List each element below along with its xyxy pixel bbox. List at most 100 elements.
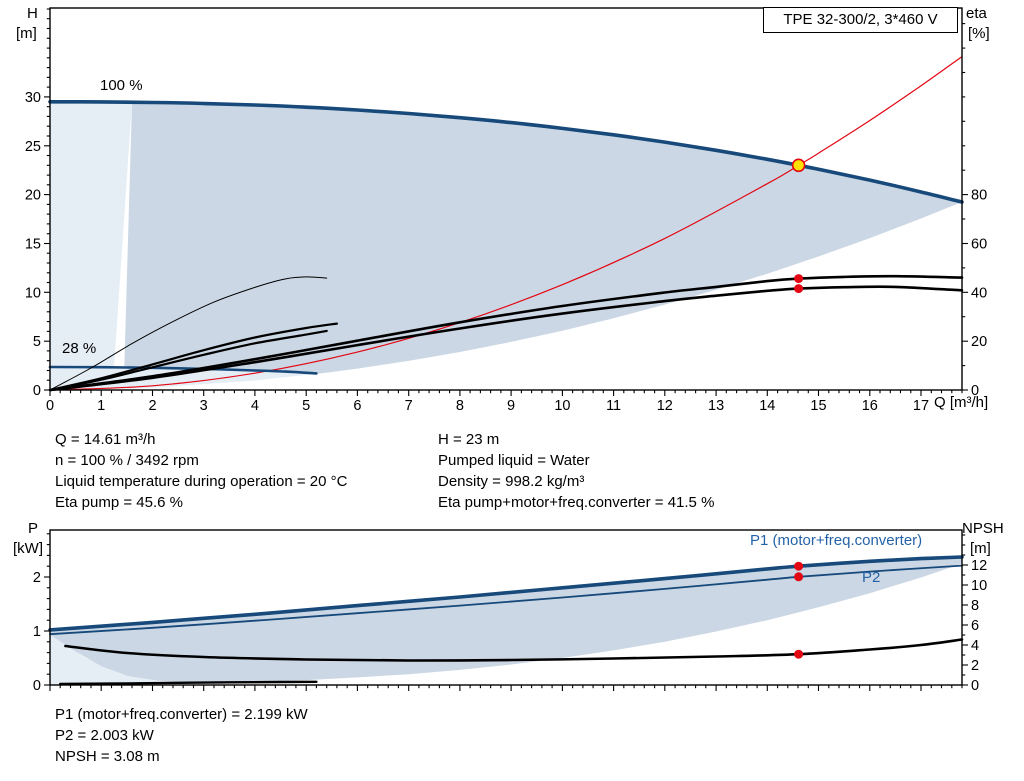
plot-frame xyxy=(49,7,963,391)
power-envelope xyxy=(50,557,962,683)
svg-text:15: 15 xyxy=(25,237,41,253)
system-curve xyxy=(49,56,963,391)
p-axis-unit: [kW] xyxy=(13,540,43,557)
svg-text:2: 2 xyxy=(971,658,979,674)
eta-axis-unit: [%] xyxy=(968,25,990,42)
plot-frame xyxy=(49,529,963,686)
svg-text:0: 0 xyxy=(971,383,979,399)
svg-text:0: 0 xyxy=(33,678,41,694)
svg-text:9: 9 xyxy=(507,398,515,414)
p2-curve xyxy=(49,564,963,636)
info-n: n = 100 % / 3492 rpm xyxy=(55,452,199,469)
speed-100-label: 100 % xyxy=(100,77,143,94)
svg-text:17: 17 xyxy=(913,398,929,414)
duty-info-left: Q = 14.61 m³/h n = 100 % / 3492 rpm Liqu… xyxy=(55,429,347,513)
info-h: H = 23 m xyxy=(438,431,500,448)
svg-text:40: 40 xyxy=(971,285,987,301)
svg-text:10: 10 xyxy=(25,285,41,301)
svg-text:2: 2 xyxy=(148,398,156,414)
p2-point xyxy=(794,572,804,582)
svg-text:5: 5 xyxy=(302,398,310,414)
info-p2: P2 = 2.003 kW xyxy=(55,727,154,744)
pump-title-box: TPE 32-300/2, 3*460 V xyxy=(763,7,958,33)
svg-text:0: 0 xyxy=(33,383,41,399)
eta-axis-name: eta xyxy=(966,5,987,22)
p-axis-name: P xyxy=(28,520,39,537)
svg-text:7: 7 xyxy=(405,398,413,414)
info-eta-total: Eta pump+motor+freq.converter = 41.5 % xyxy=(438,494,715,511)
p1-curve xyxy=(48,555,964,632)
svg-text:16: 16 xyxy=(862,398,878,414)
h-axis-name: H xyxy=(27,5,38,22)
h-axis-unit: [m] xyxy=(16,25,37,42)
eta-total-point xyxy=(794,284,804,294)
svg-text:60: 60 xyxy=(971,237,987,253)
svg-text:11: 11 xyxy=(606,398,621,414)
svg-text:0: 0 xyxy=(46,398,54,414)
speed-envelope-light-left xyxy=(50,101,132,368)
svg-text:13: 13 xyxy=(708,398,724,414)
svg-text:1: 1 xyxy=(33,624,41,640)
svg-text:0: 0 xyxy=(971,678,979,694)
tick-labels: 0 1 2 3 4 5 6 7 8 9 10 11 12 13 14 15 16 1705101520253002… xyxy=(25,90,987,414)
svg-text:15: 15 xyxy=(810,398,826,414)
svg-text:4: 4 xyxy=(251,398,259,414)
svg-text:3: 3 xyxy=(200,398,208,414)
qh-eta-chart: 0 1 2 3 4 5 6 7 8 9 10 11 12 13 14 15 16 1705101520253002… xyxy=(25,7,987,414)
svg-text:6: 6 xyxy=(971,618,979,634)
svg-text:10: 10 xyxy=(554,398,570,414)
svg-text:14: 14 xyxy=(759,398,775,414)
eta-pump-point xyxy=(794,274,804,284)
operating-envelope xyxy=(124,102,963,375)
svg-text:20: 20 xyxy=(971,334,987,350)
npsh-point xyxy=(794,649,804,659)
svg-text:25: 25 xyxy=(25,139,41,155)
svg-text:30: 30 xyxy=(25,90,41,106)
origin-region-light xyxy=(50,367,317,390)
pump-title: TPE 32-300/2, 3*460 V xyxy=(783,11,938,28)
svg-text:8: 8 xyxy=(456,398,464,414)
svg-text:4: 4 xyxy=(971,638,979,654)
npsh-axis-unit: [m] xyxy=(970,540,991,557)
p1-point xyxy=(794,561,804,571)
info-p1: P1 (motor+freq.converter) = 2.199 kW xyxy=(55,706,308,723)
info-q: Q = 14.61 m³/h xyxy=(55,431,156,448)
eta-total-curve xyxy=(48,285,964,392)
svg-text:20: 20 xyxy=(25,188,41,204)
eta-min-speed-thin xyxy=(49,276,328,391)
info-liquid: Pumped liquid = Water xyxy=(438,452,590,469)
info-eta-pump: Eta pump = 45.6 % xyxy=(55,494,183,511)
power-origin-light xyxy=(50,634,163,685)
info-npsh: NPSH = 3.08 m xyxy=(55,748,160,765)
svg-text:12: 12 xyxy=(971,558,987,574)
power-info: P1 (motor+freq.converter) = 2.199 kW P2 … xyxy=(55,704,308,767)
p-min-speed-curve xyxy=(59,680,318,686)
svg-text:80: 80 xyxy=(971,188,987,204)
svg-text:1: 1 xyxy=(97,398,105,414)
svg-text:6: 6 xyxy=(353,398,361,414)
p1-curve-label: P1 (motor+freq.converter) xyxy=(750,532,923,549)
npsh-axis-name: NPSH xyxy=(962,520,1004,537)
axis-ticks xyxy=(44,533,968,691)
info-temp: Liquid temperature during operation = 20… xyxy=(55,473,348,490)
svg-text:12: 12 xyxy=(657,398,673,414)
q-axis-label: Q [m³/h] xyxy=(934,394,989,411)
svg-text:8: 8 xyxy=(971,598,979,614)
axis-ticks xyxy=(44,8,968,396)
qh-curve-100 xyxy=(48,100,964,204)
speed-28-label: 28 % xyxy=(62,340,97,357)
duty-point xyxy=(791,158,806,173)
eta-pump-curve xyxy=(48,274,964,392)
info-density: Density = 998.2 kg/m³ xyxy=(438,473,585,490)
duty-info-right: H = 23 m Pumped liquid = Water Density =… xyxy=(438,429,714,513)
eta-reduced-b xyxy=(48,329,328,392)
p2-curve-label: P2 xyxy=(862,569,881,586)
npsh-curve xyxy=(64,638,964,662)
svg-text:10: 10 xyxy=(971,578,987,594)
svg-text:5: 5 xyxy=(33,334,41,350)
eta-reduced-a xyxy=(48,322,338,392)
svg-text:2: 2 xyxy=(33,570,41,586)
